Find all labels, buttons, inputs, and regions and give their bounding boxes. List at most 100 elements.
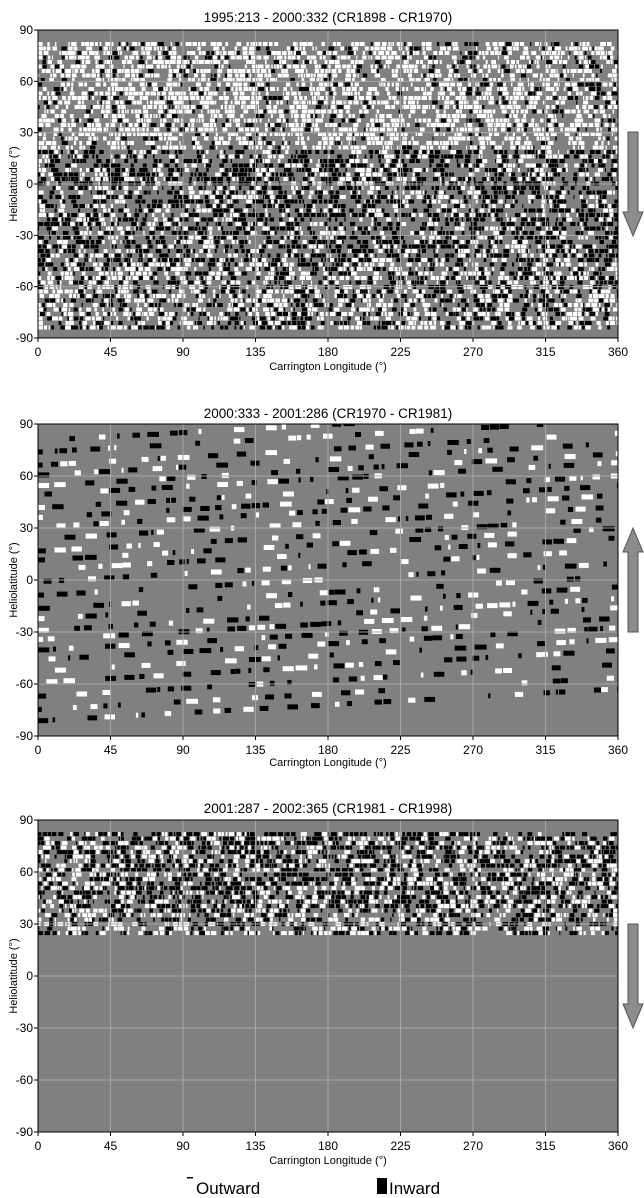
heatmap-cell	[507, 123, 512, 127]
heatmap-cell	[328, 199, 333, 204]
heatmap-cell	[491, 258, 498, 262]
heatmap-cell	[46, 289, 49, 294]
heatmap-cell	[545, 78, 550, 82]
heatmap-cell	[42, 213, 47, 217]
heatmap-cell	[577, 127, 580, 132]
heatmap-cell	[405, 204, 409, 208]
heatmap-cell	[572, 73, 574, 78]
heatmap-cell	[498, 100, 501, 105]
heatmap-cell	[80, 172, 82, 177]
heatmap-cell	[103, 222, 106, 226]
heatmap-cell	[344, 105, 351, 109]
heatmap-cell	[368, 213, 375, 217]
heatmap-cell	[613, 168, 617, 172]
heatmap-cell	[166, 87, 168, 91]
heatmap-cell	[316, 87, 320, 91]
heatmap-cell	[49, 163, 55, 168]
heatmap-cell	[362, 204, 367, 208]
heatmap-cell	[494, 249, 498, 253]
heatmap-cell	[573, 172, 578, 177]
heatmap-cell	[311, 199, 317, 204]
heatmap-cell	[286, 226, 291, 231]
heatmap-cell	[225, 217, 228, 222]
heatmap-cell	[201, 118, 204, 123]
heatmap-cell	[384, 249, 388, 253]
heatmap-cell	[579, 78, 585, 82]
heatmap-cell	[233, 231, 239, 235]
heatmap-cell	[204, 195, 208, 199]
heatmap-cell	[427, 73, 429, 78]
heatmap-cell	[139, 172, 145, 177]
heatmap-cell	[128, 82, 131, 87]
heatmap-cell	[314, 96, 317, 100]
heatmap-cell	[333, 82, 339, 87]
heatmap-cell	[39, 204, 46, 208]
heatmap-cell	[332, 262, 334, 267]
heatmap-cell	[541, 150, 547, 154]
heatmap-cell	[498, 91, 502, 96]
heatmap-cell	[294, 46, 298, 51]
heatmap-cell	[564, 132, 570, 136]
heatmap-cell	[150, 235, 152, 240]
heatmap-cell	[130, 82, 132, 87]
heatmap-cell	[346, 186, 353, 190]
heatmap-cell	[38, 235, 44, 240]
heatmap-cell	[371, 235, 375, 240]
heatmap-cell	[142, 51, 146, 55]
heatmap-cell	[185, 109, 192, 114]
heatmap-cell	[536, 154, 538, 159]
heatmap-cell	[196, 60, 199, 64]
heatmap-cell	[430, 87, 434, 91]
heatmap-cell	[247, 235, 249, 240]
heatmap-cell	[300, 258, 306, 262]
heatmap-cell	[558, 96, 562, 100]
heatmap-cell	[75, 60, 81, 64]
heatmap-cell	[241, 222, 248, 226]
heatmap-cell	[469, 150, 472, 154]
heatmap-cell	[51, 91, 55, 96]
heatmap-cell	[265, 172, 268, 177]
heatmap-cell	[211, 177, 217, 181]
heatmap-cell	[117, 46, 122, 51]
heatmap-cell	[38, 145, 41, 150]
heatmap-cell	[269, 213, 271, 217]
heatmap-cell	[507, 127, 511, 132]
heatmap-cell	[583, 271, 587, 276]
heatmap-cell	[243, 69, 246, 73]
heatmap-cell	[274, 199, 278, 204]
heatmap-cell	[207, 217, 213, 222]
heatmap-cell	[105, 123, 110, 127]
heatmap-cell	[402, 105, 404, 109]
heatmap-cell	[366, 213, 369, 217]
heatmap-cell	[191, 64, 193, 69]
heatmap-cell	[494, 132, 500, 136]
heatmap-cell	[153, 217, 158, 222]
heatmap-cell	[512, 100, 517, 105]
heatmap-cell	[444, 172, 449, 177]
heatmap-cell	[189, 60, 192, 64]
heatmap-cell	[503, 249, 510, 253]
heatmap-cell	[361, 78, 366, 82]
heatmap-cell	[392, 96, 397, 100]
heatmap-cell	[293, 177, 295, 181]
heatmap-cell	[516, 91, 521, 96]
heatmap-cell	[495, 235, 497, 240]
heatmap-cell	[88, 267, 94, 271]
heatmap-cell	[312, 46, 314, 51]
heatmap-cell	[585, 249, 588, 253]
heatmap-cell	[334, 235, 336, 240]
heatmap-cell	[64, 289, 70, 294]
heatmap-cell	[478, 267, 484, 271]
heatmap-cell	[235, 132, 237, 136]
heatmap-cell	[38, 249, 44, 253]
heatmap-cell	[511, 244, 514, 249]
heatmap-cell	[45, 154, 49, 159]
heatmap-cell	[490, 82, 493, 87]
heatmap-cell	[541, 271, 544, 276]
heatmap-cell	[155, 132, 158, 136]
heatmap-cell	[540, 141, 547, 145]
heatmap-cell	[235, 190, 238, 195]
heatmap-cell	[138, 73, 143, 78]
heatmap-cell	[490, 199, 495, 204]
heatmap-cell	[153, 159, 158, 163]
